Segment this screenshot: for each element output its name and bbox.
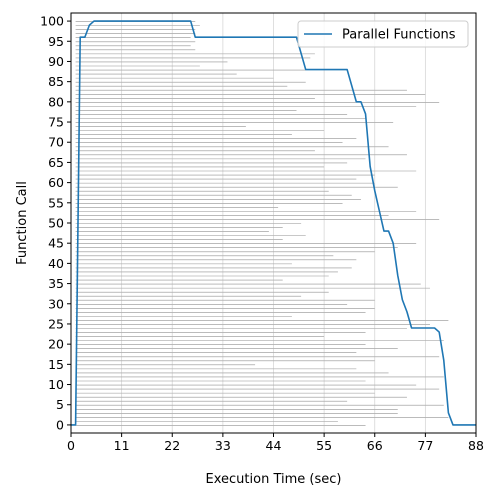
x-axis-label: Execution Time (sec)	[206, 472, 342, 487]
y-tick-label-3: 15	[48, 357, 64, 372]
x-tick-label-7: 77	[417, 438, 433, 453]
y-tick-label-7: 35	[48, 276, 64, 291]
y-tick-label-13: 65	[48, 155, 64, 170]
y-tick-label-10: 50	[48, 216, 64, 231]
y-tick-label-11: 55	[48, 195, 64, 210]
y-tick-label-2: 10	[48, 377, 64, 392]
y-ticks: 0 5 10 15 20 25 30 35 40 45 50 55 60 65 70 75 80 85 90 95 10…	[40, 14, 71, 432]
x-tick-label-4: 44	[266, 438, 282, 453]
series-layer	[71, 20, 476, 426]
x-tick-label-2: 22	[164, 438, 180, 453]
y-tick-label-8: 40	[48, 256, 64, 271]
y-tick-label-12: 60	[48, 175, 64, 190]
y-axis-label: Function Call	[15, 181, 30, 265]
y-tick-label-15: 75	[48, 115, 64, 130]
y-tick-label-0: 0	[56, 417, 64, 432]
y-tick-label-16: 80	[48, 94, 64, 109]
x-tick-label-6: 66	[367, 438, 383, 453]
grid-layer	[70, 13, 477, 433]
y-tick-label-18: 90	[48, 54, 64, 69]
x-ticks: 0 11 22 33 44 55 66 77 88	[67, 433, 484, 453]
y-tick-label-5: 25	[48, 316, 64, 331]
y-tick-label-1: 5	[56, 397, 64, 412]
series-line-0	[71, 20, 476, 426]
x-tick-label-1: 11	[114, 438, 130, 453]
legend-box	[297, 20, 469, 48]
y-tick-label-6: 30	[48, 296, 64, 311]
y-tick-label-14: 70	[48, 135, 64, 150]
x-tick-label-5: 55	[316, 438, 332, 453]
x-tick-label-3: 33	[215, 438, 231, 453]
y-tick-label-19: 95	[48, 34, 64, 49]
x-tick-label-8: 88	[468, 438, 484, 453]
legend-label-parallel-functions: Parallel Functions	[342, 28, 456, 43]
legend: Parallel Functions	[297, 20, 469, 48]
y-tick-label-17: 85	[48, 74, 64, 89]
y-tick-label-9: 45	[48, 236, 64, 251]
x-tick-label-0: 0	[67, 438, 75, 453]
y-tick-label-4: 20	[48, 337, 64, 352]
y-tick-label-20: 100	[40, 14, 64, 29]
function-bars-layer	[75, 21, 449, 426]
